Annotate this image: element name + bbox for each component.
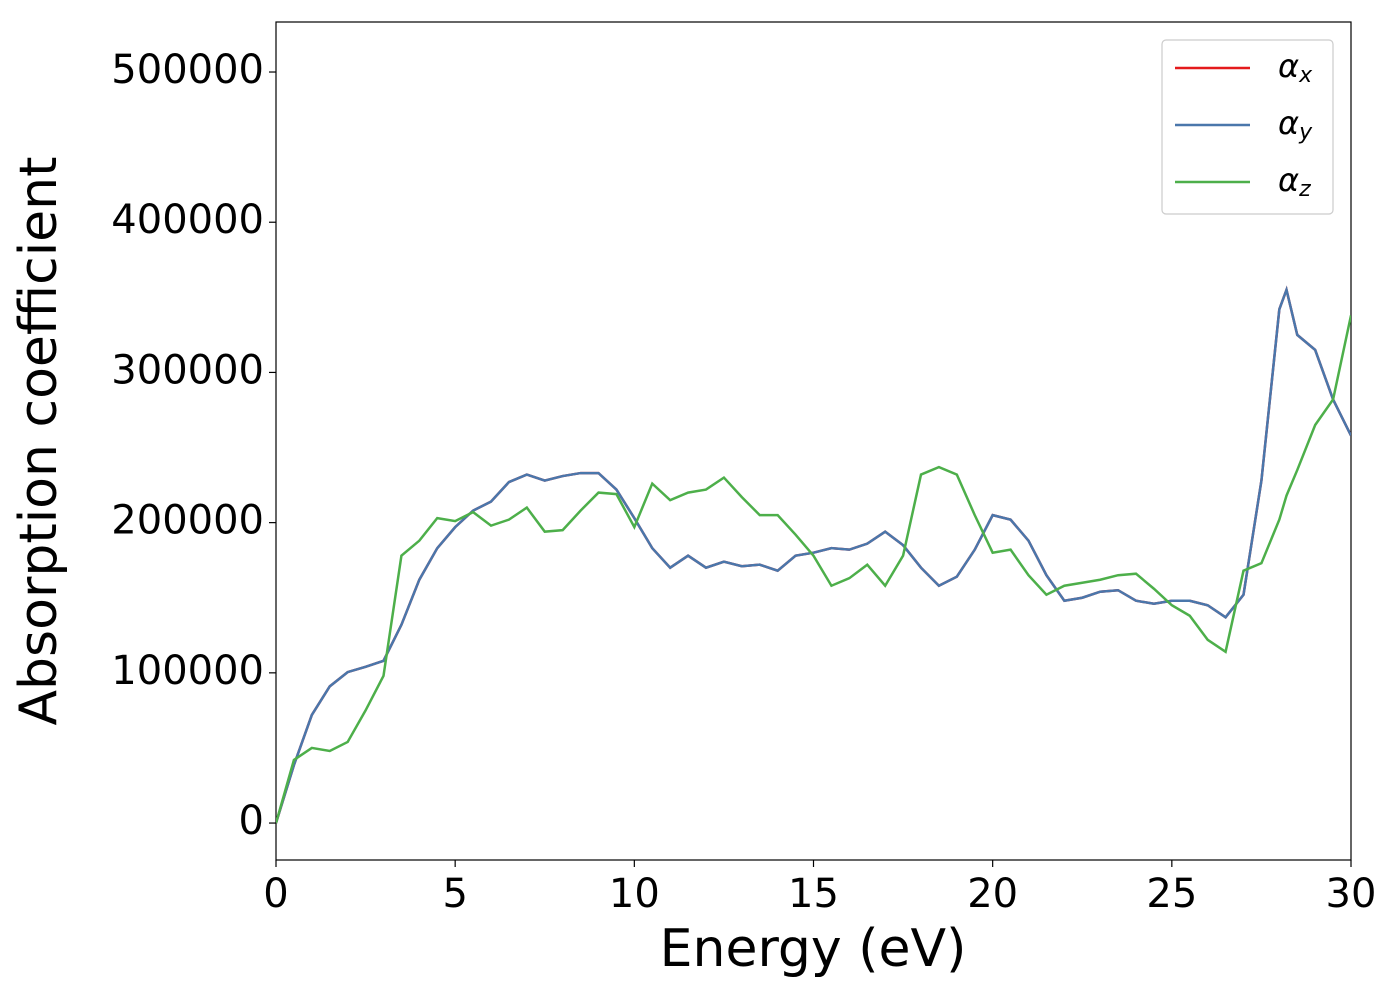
series-line <box>276 285 1351 824</box>
x-tick-label: 0 <box>263 871 288 917</box>
x-tick-label: 25 <box>1146 871 1197 917</box>
series-line <box>276 315 1351 824</box>
y-axis-label: Absorption coefficient <box>9 156 69 725</box>
legend-label: αz <box>1278 161 1311 202</box>
legend-label: αx <box>1278 47 1313 88</box>
x-tick-label: 15 <box>788 871 839 917</box>
y-tick-label: 100000 <box>111 648 264 694</box>
legend-label: αy <box>1278 104 1313 145</box>
x-tick-label: 30 <box>1326 871 1377 917</box>
x-tick-label: 5 <box>442 871 467 917</box>
x-tick-label: 20 <box>967 871 1018 917</box>
y-tick-label: 200000 <box>111 498 264 544</box>
x-tick-label: 10 <box>609 871 660 917</box>
legend-box <box>1161 39 1334 215</box>
y-tick-label: 300000 <box>111 347 264 393</box>
y-tick-label: 500000 <box>111 47 264 93</box>
y-tick-label: 0 <box>239 798 264 844</box>
y-tick-label: 400000 <box>111 197 264 243</box>
x-axis-label: Energy (eV) <box>660 919 967 979</box>
